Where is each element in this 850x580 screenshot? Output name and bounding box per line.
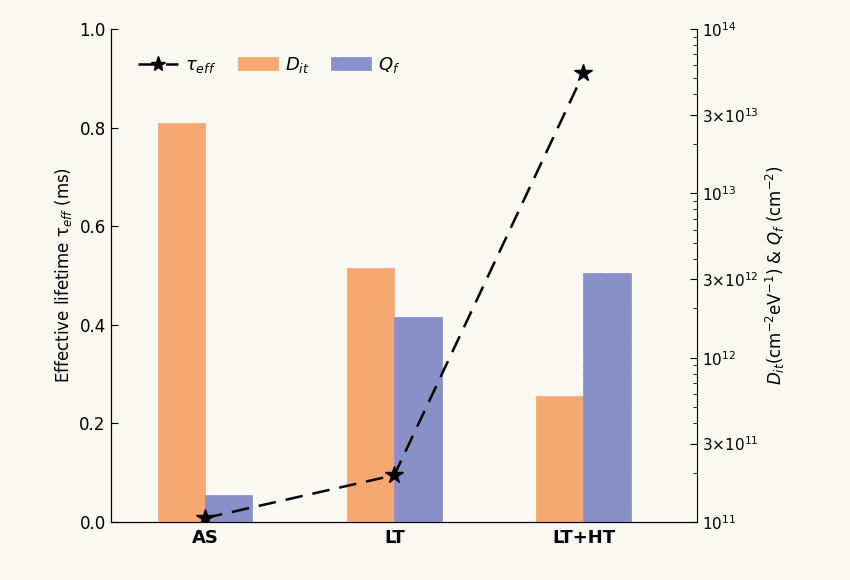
Legend: $\tau_{eff}$, $D_{it}$, $Q_{f}$: $\tau_{eff}$, $D_{it}$, $Q_{f}$	[131, 48, 408, 82]
Bar	[158, 122, 205, 522]
Y-axis label: $D_{it}$(cm$^{-2}$eV$^{-1}$) & $Q_{f}$ (cm$^{-2}$): $D_{it}$(cm$^{-2}$eV$^{-1}$) & $Q_{f}$ (…	[764, 165, 787, 386]
Bar	[583, 273, 631, 522]
Y-axis label: Effective lifetime τ$_{eff}$ (ms): Effective lifetime τ$_{eff}$ (ms)	[53, 168, 74, 383]
Bar	[394, 317, 442, 522]
Bar	[205, 495, 252, 522]
Bar	[347, 268, 394, 522]
Bar	[536, 396, 583, 522]
